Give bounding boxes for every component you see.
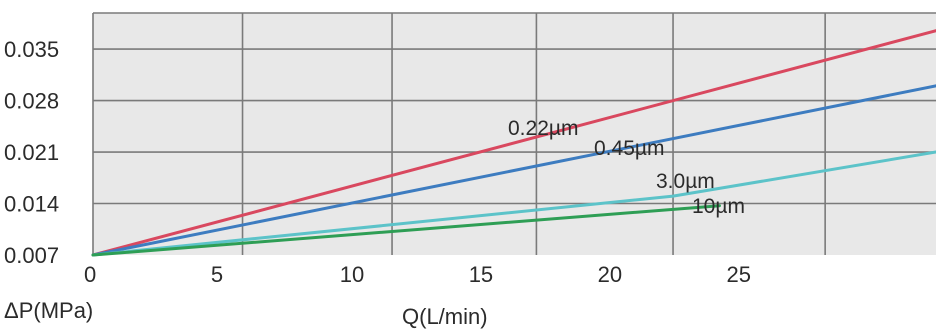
- y-tick-label: 0.028: [4, 89, 59, 114]
- y-tick-label: 0.035: [4, 37, 59, 62]
- series-line-022m: [91, 29, 936, 257]
- y-tick-label: 0.014: [4, 192, 59, 217]
- x-tick-label: 15: [469, 262, 493, 287]
- series-layer: [91, 29, 936, 257]
- series-label: 3.0µm: [656, 170, 715, 193]
- x-tick-label: 20: [598, 262, 622, 287]
- x-tick-label: 5: [211, 262, 223, 287]
- x-tick-label: 0: [84, 262, 96, 287]
- series-line-10m: [91, 204, 721, 257]
- grid: [92, 12, 936, 255]
- x-tick-label: 25: [726, 262, 750, 287]
- plot-background: [93, 13, 936, 255]
- x-tick-label: 10: [340, 262, 364, 287]
- x-axis-label: Q(L/min): [402, 304, 488, 329]
- y-tick-label: 0.021: [4, 140, 59, 165]
- tick-layer: 0.007 0.014 0.021 0.028 0.035 0 5 10 15 20 25: [4, 37, 751, 287]
- series-label: 0.45µm: [594, 137, 664, 160]
- series-line-30m: [91, 150, 936, 257]
- y-tick-label: 0.007: [4, 243, 59, 268]
- y-axis-label: ΔP(MPa): [4, 298, 93, 323]
- series-label: 10µm: [692, 195, 745, 218]
- series-line-045m: [91, 84, 936, 257]
- series-label: 0.22µm: [508, 117, 578, 140]
